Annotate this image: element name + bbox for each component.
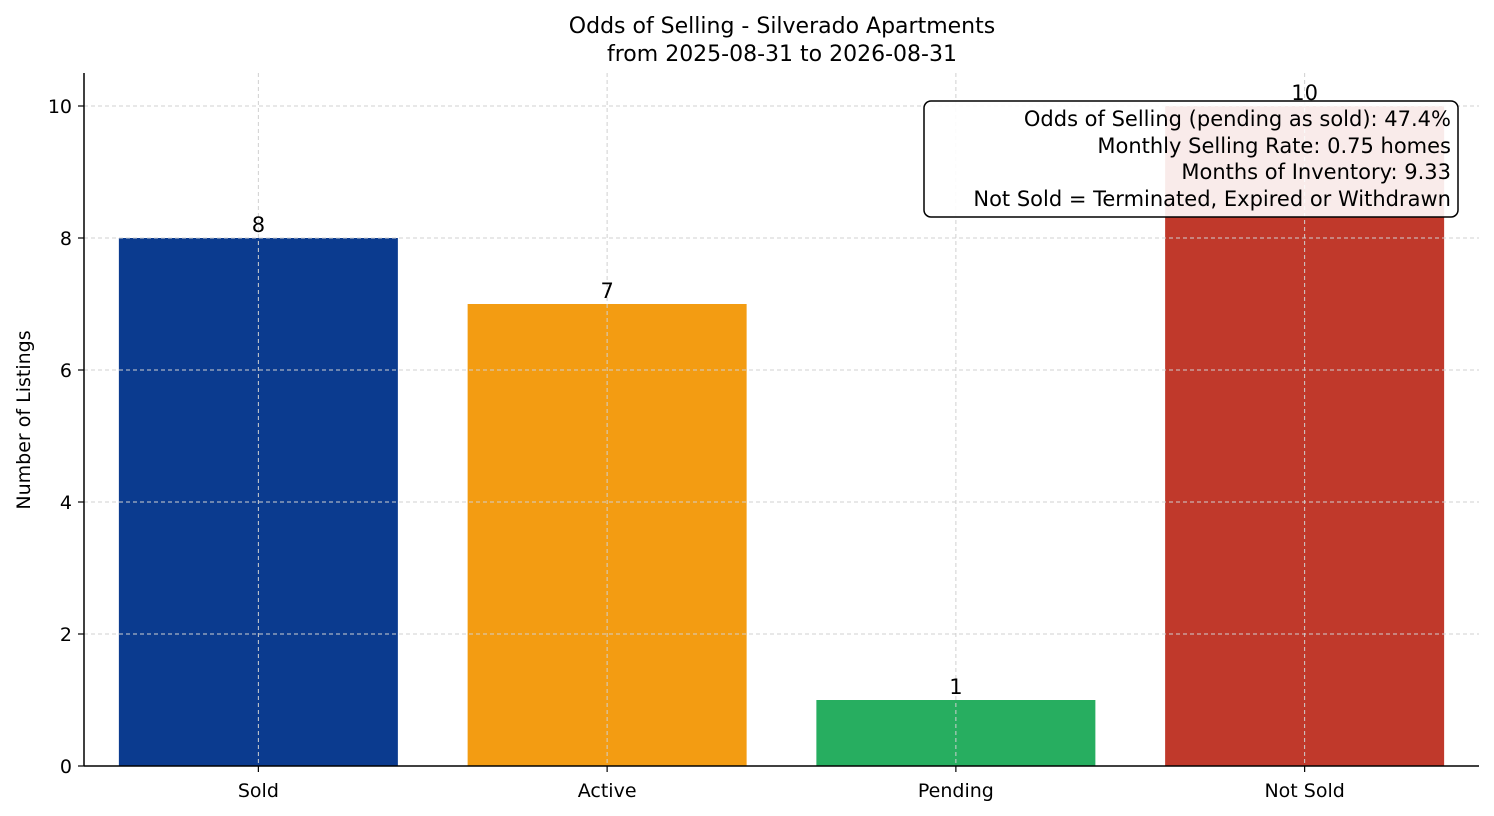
annotation-box-frame — [923, 100, 1459, 218]
annotation-line: Months of Inventory: 9.33 — [1181, 160, 1451, 184]
x-tick-label: Active — [578, 780, 637, 802]
y-tick-label: 8 — [60, 228, 72, 250]
y-tick-label: 0 — [60, 756, 72, 778]
axes — [83, 73, 1479, 767]
x-tick-label: Not Sold — [1264, 780, 1344, 802]
annotation-line: Not Sold = Terminated, Expired or Withdr… — [973, 187, 1451, 211]
stats-annotation: Odds of Selling (pending as sold): 47.4%… — [923, 100, 1459, 218]
y-axis-label: Number of Listings — [13, 330, 35, 509]
chart-title: Odds of Selling - Silverado Apartments — [569, 14, 995, 39]
x-tick-label: Sold — [238, 780, 279, 802]
bar-value-label: 7 — [600, 279, 613, 303]
chart-subtitle: from 2025-08-31 to 2026-08-31 — [607, 42, 957, 67]
bar-value-label: 1 — [949, 675, 962, 699]
y-tick-label: 10 — [48, 96, 72, 118]
y-tick-label: 6 — [60, 360, 72, 382]
annotation-line: Odds of Selling (pending as sold): 47.4% — [1024, 107, 1451, 131]
y-tick-label: 2 — [60, 624, 72, 646]
bar-value-label: 8 — [252, 213, 265, 237]
annotation-line: Monthly Selling Rate: 0.75 homes — [1097, 134, 1451, 158]
x-tick-label: Pending — [918, 780, 994, 802]
y-tick-label: 4 — [60, 492, 72, 514]
